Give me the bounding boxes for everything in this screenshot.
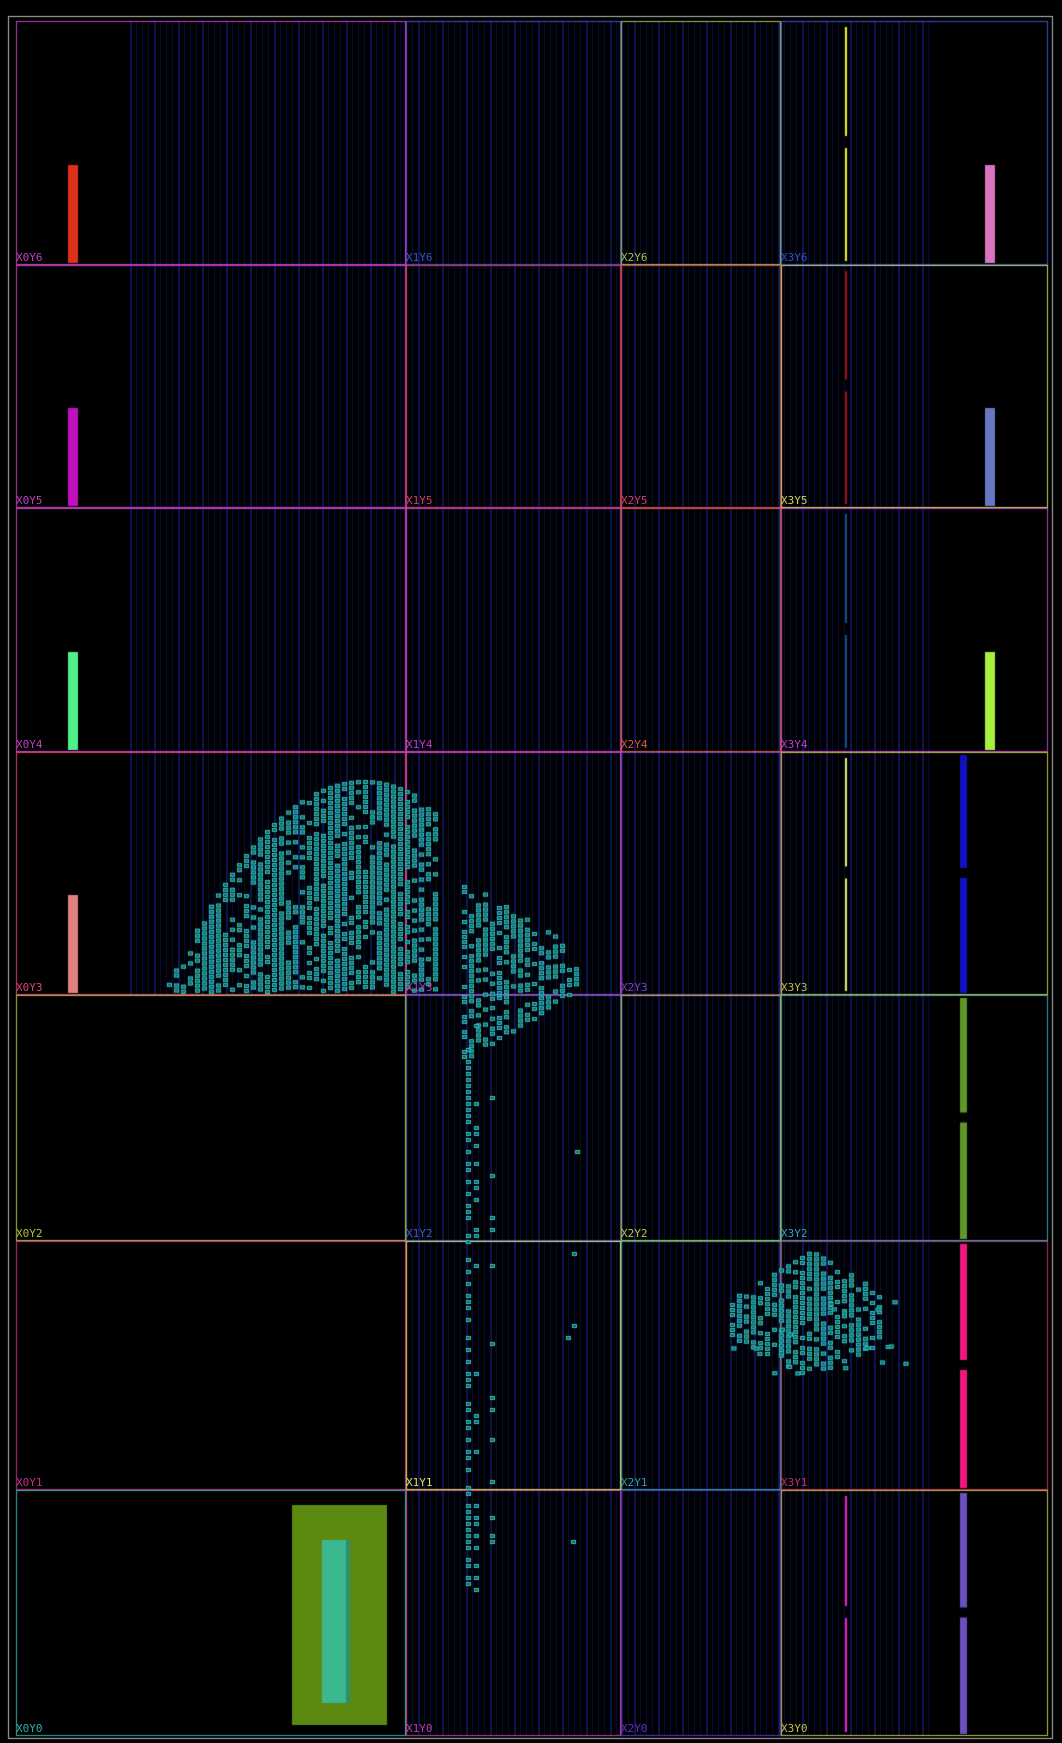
clock-region-label-x2y4: X2Y4: [621, 738, 648, 751]
clock-region-label-x0y3: X0Y3: [16, 981, 43, 994]
clock-region-label-x3y0: X3Y0: [781, 1722, 808, 1735]
clock-region-label-x2y5: X2Y5: [621, 494, 648, 507]
clock-region-label-x2y6: X2Y6: [621, 251, 648, 264]
clock-region-label-x3y2: X3Y2: [781, 1227, 808, 1240]
clock-region-label-x3y3: X3Y3: [781, 981, 808, 994]
clock-region-label-x1y0: X1Y0: [406, 1722, 433, 1735]
clock-region-label-x3y1: X3Y1: [781, 1476, 808, 1489]
clock-region-label-x3y4: X3Y4: [781, 738, 808, 751]
clock-region-label-x3y5: X3Y5: [781, 494, 808, 507]
clock-region-label-x0y1: X0Y1: [16, 1476, 43, 1489]
clock-region-label-x0y4: X0Y4: [16, 738, 43, 751]
clock-region-label-x2y1: X2Y1: [621, 1476, 648, 1489]
clock-region-label-x0y6: X0Y6: [16, 251, 43, 264]
clock-region-label-x2y2: X2Y2: [621, 1227, 648, 1240]
clock-region-label-x1y4: X1Y4: [406, 738, 433, 751]
clock-region-label-x3y6: X3Y6: [781, 251, 808, 264]
clock-region-label-x1y5: X1Y5: [406, 494, 433, 507]
clock-region-label-x1y6: X1Y6: [406, 251, 433, 264]
clock-region-label-x2y0: X2Y0: [621, 1722, 648, 1735]
clock-region-label-x0y2: X0Y2: [16, 1227, 43, 1240]
clock-region-label-x1y3: X1Y3: [406, 981, 433, 994]
clock-region-label-x1y1: X1Y1: [406, 1476, 433, 1489]
clock-region-label-x0y0: X0Y0: [16, 1722, 43, 1735]
clock-region-label-x2y3: X2Y3: [621, 981, 648, 994]
clock-region-label-x1y2: X1Y2: [406, 1227, 433, 1240]
clock-region-label-x0y5: X0Y5: [16, 494, 43, 507]
